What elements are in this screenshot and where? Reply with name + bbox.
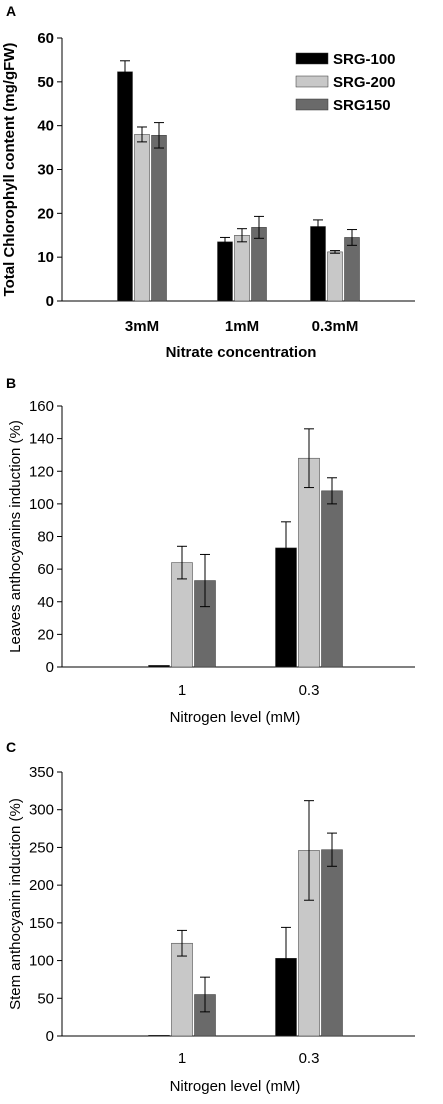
p0-bar xyxy=(234,235,250,302)
panel-c-label: C xyxy=(6,739,16,755)
p2-bar xyxy=(148,1034,170,1037)
panel-c-chart: C 0 50 100 150 200 250 300 350 1 0.3 Nitrogen leve… xyxy=(0,736,443,1104)
p0-bar xyxy=(117,71,133,302)
p0-y-tick-label: 40 xyxy=(37,118,54,135)
p1-y-axis-title: Leaves anthocyanins induction (%) xyxy=(7,420,24,653)
p0-y-tick-label: 0 xyxy=(46,293,54,310)
p2-x-tick-label: 0.3 xyxy=(299,1050,320,1067)
p2-y-tick-label: 300 xyxy=(29,802,54,819)
p1-y-tick-label: 40 xyxy=(37,594,54,611)
p0-bar xyxy=(344,237,360,302)
panel-c-plot: 0 50 100 150 200 250 300 350 1 0.3 Nitrogen level … xyxy=(7,764,415,1095)
p1-y-tick-label: 160 xyxy=(29,398,54,415)
p0-y-tick-label: 30 xyxy=(37,162,54,179)
p1-y-tick-label: 100 xyxy=(29,496,54,513)
p2-y-tick-label: 350 xyxy=(29,764,54,781)
panel-a-chart: A 0 10 20 30 40 50 60 3mM 1mM 0.3mM Nitrate concen… xyxy=(0,0,443,368)
p2-y-tick-label: 100 xyxy=(29,953,54,970)
p0-y-tick-label: 50 xyxy=(37,74,54,91)
p1-x-tick-label: 0.3 xyxy=(299,682,320,699)
p1-x-axis-title: Nitrogen level (mM) xyxy=(170,709,301,726)
p0-x-axis-title: Nitrate concentration xyxy=(166,344,317,361)
p0-bar xyxy=(217,241,233,302)
p2-bar xyxy=(171,942,193,1037)
p2-y-tick-label: 150 xyxy=(29,915,54,932)
panel-b-svg: B 0 20 40 60 80 100 120 140 160 1 0.3 Nitrogen leve… xyxy=(6,375,415,726)
p1-x-tick-label: 1 xyxy=(178,682,186,699)
p2-x-tick-label: 1 xyxy=(178,1050,186,1067)
p2-y-axis-title: Stem anthocyanin induction (%) xyxy=(7,798,24,1010)
p1-bar xyxy=(321,490,343,668)
p2-y-tick-label: 0 xyxy=(46,1028,54,1045)
p0-x-tick-label: 1mM xyxy=(225,318,259,335)
p0-y-axis-title: Total Chlorophyll content (mg/gFW) xyxy=(1,43,18,297)
p1-y-tick-label: 140 xyxy=(29,431,54,448)
p1-bar xyxy=(298,457,320,668)
p0-x-tick-label: 0.3mM xyxy=(312,318,359,335)
p2-y-tick-label: 50 xyxy=(37,990,54,1007)
p1-bar xyxy=(148,665,170,668)
p0-legend-label: SRG-200 xyxy=(333,74,396,91)
p1-y-tick-label: 80 xyxy=(37,529,54,546)
p1-y-tick-label: 20 xyxy=(37,626,54,643)
p1-y-tick-label: 60 xyxy=(37,561,54,578)
panel-b-chart: B 0 20 40 60 80 100 120 140 160 1 0.3 Nitrogen leve… xyxy=(0,368,443,736)
p2-y-tick-label: 250 xyxy=(29,839,54,856)
panel-b-plot: 0 20 40 60 80 100 120 140 160 1 0.3 Nitrogen level … xyxy=(7,398,415,726)
p0-legend-label: SRG-100 xyxy=(333,51,396,68)
p1-y-tick-label: 0 xyxy=(46,659,54,676)
p2-y-tick-label: 200 xyxy=(29,877,54,894)
p0-y-tick-label: 20 xyxy=(37,205,54,222)
p0-x-tick-label: 3mM xyxy=(125,318,159,335)
p0-legend-swatch xyxy=(295,52,329,65)
p0-legend-swatch xyxy=(295,98,329,111)
p1-y-tick-label: 120 xyxy=(29,463,54,480)
p0-legend-swatch xyxy=(295,75,329,88)
p0-bar xyxy=(151,135,167,302)
p0-y-tick-label: 60 xyxy=(37,30,54,47)
p0-bar xyxy=(327,251,343,302)
p0-y-tick-label: 10 xyxy=(37,249,54,266)
panel-b-label: B xyxy=(6,375,16,391)
panel-c-svg: C 0 50 100 150 200 250 300 350 1 0.3 Nitrogen leve… xyxy=(6,739,415,1095)
p0-legend-label: SRG150 xyxy=(333,97,391,114)
panel-a-plot: 0 10 20 30 40 50 60 3mM 1mM 0.3mM Nitrate concentr… xyxy=(1,30,415,361)
p0-bar xyxy=(310,226,326,302)
p2-bar xyxy=(321,849,343,1037)
panel-a-label: A xyxy=(6,3,16,19)
p2-x-axis-title: Nitrogen level (mM) xyxy=(170,1078,301,1095)
panel-a-svg: A 0 10 20 30 40 50 60 3mM 1mM 0.3mM Nitrate concen… xyxy=(1,3,415,361)
p0-bar xyxy=(134,134,150,302)
